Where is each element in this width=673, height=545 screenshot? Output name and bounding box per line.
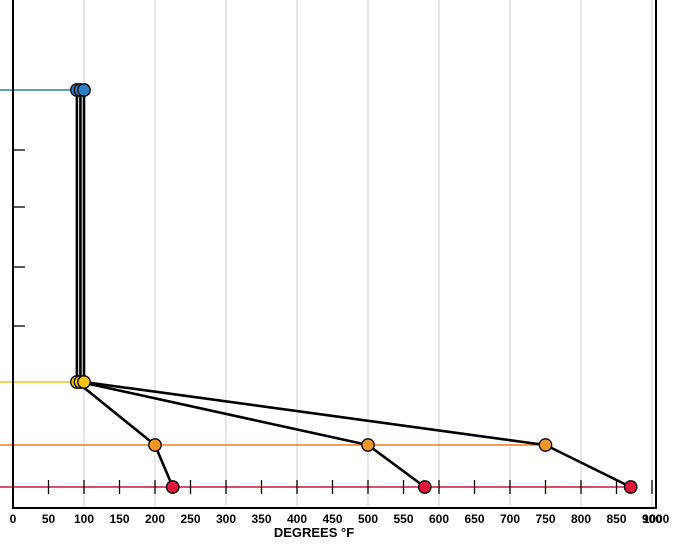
data-point: [538, 438, 553, 452]
data-point: [148, 438, 162, 452]
data-points: [70, 83, 638, 494]
x-tick-label: 0: [10, 512, 17, 526]
plot-border: [12, 0, 657, 509]
x-tick-label: 200: [145, 512, 165, 526]
x-tick-label: 800: [571, 512, 591, 526]
x-tick-label: 650: [464, 512, 484, 526]
x-tick-label: 700: [500, 512, 520, 526]
x-tick-label: 550: [393, 512, 413, 526]
x-tick-label: 100: [74, 512, 94, 526]
plot-area: [13, 0, 656, 508]
x-axis-title: DEGREES °F: [274, 525, 354, 540]
series-lines: [75, 90, 632, 489]
data-point: [165, 480, 180, 494]
data-point: [77, 83, 91, 97]
x-tick-label: 150: [109, 512, 129, 526]
plot-frame: [12, 0, 657, 509]
x-tick-label: 300: [216, 512, 236, 526]
series-line: [79, 90, 426, 489]
x-tick-label: 250: [180, 512, 200, 526]
x-tick-label: 900: [642, 512, 662, 526]
x-tick-label: 350: [251, 512, 271, 526]
x-tick-label: 600: [429, 512, 449, 526]
data-point: [623, 480, 638, 494]
x-tick-label: 50: [42, 512, 56, 526]
x-tick-label: 750: [535, 512, 555, 526]
gridlines: [83, 0, 653, 508]
axis-ticks: [13, 149, 653, 494]
x-tick-label: 1000: [643, 512, 670, 526]
series-line: [82, 90, 632, 489]
x-tick-label: 400: [287, 512, 307, 526]
x-tick-label: 850: [606, 512, 626, 526]
data-point: [417, 480, 432, 494]
x-tick-label: 500: [358, 512, 378, 526]
series-line: [75, 90, 174, 488]
x-tick-label: 450: [322, 512, 342, 526]
data-point: [361, 438, 375, 452]
data-point: [77, 375, 91, 389]
tick-labels: 0 50 100 150 200 250 300 350 400 450 500 550 600 650 7…: [10, 512, 670, 526]
